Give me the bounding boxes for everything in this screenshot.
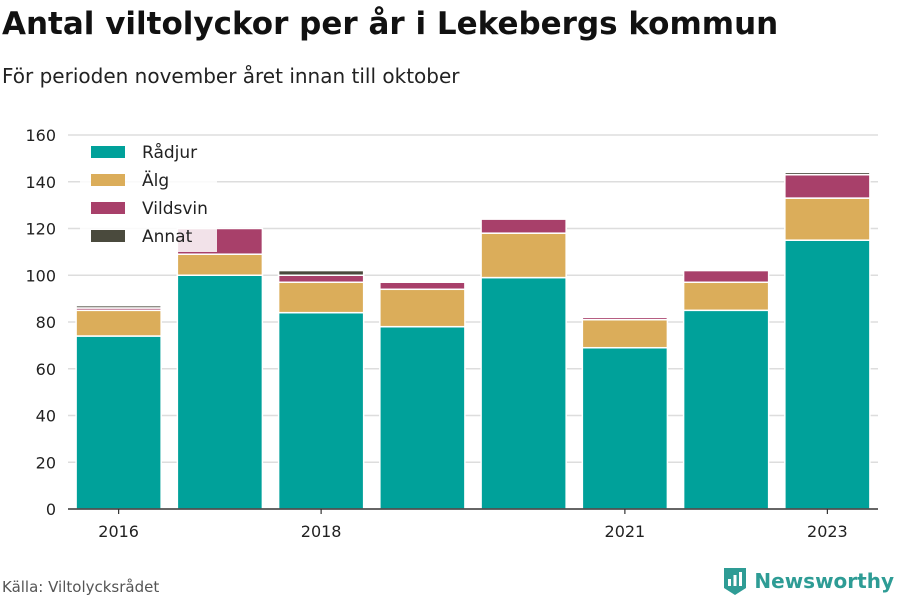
legend-swatch — [91, 174, 125, 186]
bar-segment — [480, 232, 567, 279]
legend-swatch — [91, 202, 125, 214]
x-tick-label: 2023 — [807, 522, 848, 541]
x-tick-label: 2016 — [98, 522, 139, 541]
bar-segment — [75, 304, 162, 309]
brand-name: Newsworthy — [754, 569, 894, 593]
bar-segment — [277, 311, 365, 510]
y-tick-label: 160 — [25, 126, 56, 145]
bar-segment — [379, 325, 466, 510]
newsworthy-logo-icon — [724, 568, 747, 595]
newsworthy-brand: Newsworthy — [722, 566, 894, 596]
bar-segment — [75, 335, 162, 510]
bar-segment — [75, 309, 162, 337]
bar-segment — [277, 269, 365, 277]
bar-segment — [682, 269, 770, 284]
y-tick-label: 60 — [36, 360, 56, 379]
legend-label: Älg — [142, 170, 169, 191]
legend-label: Rådjur — [142, 142, 197, 163]
bar-segment — [379, 288, 466, 328]
bar-segment — [480, 276, 567, 510]
legend-swatch — [91, 146, 125, 158]
x-tick-label: 2021 — [605, 522, 646, 541]
bar-segment — [581, 318, 669, 349]
bar-segment — [480, 218, 567, 234]
bar-segment — [176, 253, 264, 276]
bar-segment — [784, 173, 871, 199]
legend-swatch — [91, 230, 125, 242]
legend-label: Annat — [142, 227, 193, 247]
y-tick-label: 0 — [46, 500, 56, 519]
bar-segment — [379, 281, 466, 291]
bar-segment — [277, 274, 365, 284]
y-tick-label: 20 — [36, 453, 56, 472]
legend-label: Vildsvin — [142, 199, 208, 219]
y-tick-label: 100 — [25, 266, 56, 285]
y-tick-label: 140 — [25, 173, 56, 192]
bar-segment — [682, 309, 770, 510]
bar-segment — [581, 316, 669, 321]
chart-subtitle: För perioden november året innan till ok… — [2, 64, 460, 88]
bar-segment — [784, 197, 871, 241]
bar-segment — [176, 274, 264, 510]
y-tick-label: 40 — [36, 407, 56, 426]
bar-segment — [581, 346, 669, 510]
bar-segment — [277, 281, 365, 314]
y-tick-label: 80 — [36, 313, 56, 332]
source-note: Källa: Viltolycksrådet — [2, 578, 160, 596]
bar-segment — [784, 171, 871, 176]
x-tick-label: 2018 — [301, 522, 342, 541]
chart-title: Antal viltolyckor per år i Lekebergs kom… — [2, 6, 779, 42]
y-tick-label: 120 — [25, 220, 56, 239]
bar-segment — [682, 281, 770, 312]
bar-segment — [784, 239, 871, 510]
